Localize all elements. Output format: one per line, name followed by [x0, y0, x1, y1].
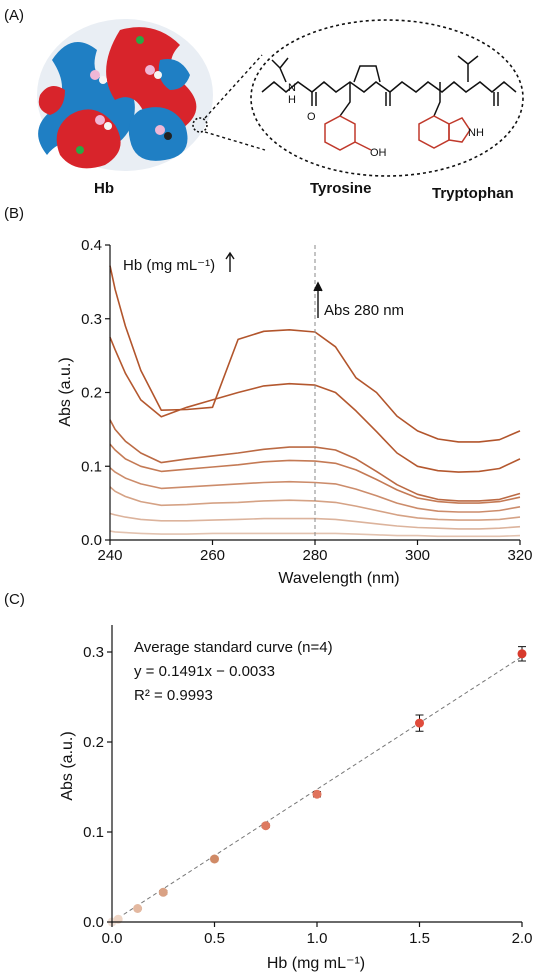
absorbance-spectra-chart: 240 260 280 300 320 0.0 0.1 0.2 0.3 0.4 Waveleng… [57, 237, 533, 587]
equation-line-1: Average standard curve (n=4) [134, 639, 333, 656]
data-point-5 [210, 854, 219, 864]
residue-label-tyrosine: Tyrosine [310, 180, 371, 197]
chart-b-y-tick-label: 0.4 [81, 237, 102, 254]
protein-label-hb: Hb [94, 180, 114, 197]
atom-oh: OH [370, 147, 387, 159]
chart-c-x-tick-label: 0.5 [204, 930, 225, 947]
data-point-4 [158, 887, 168, 897]
fit-line [111, 656, 523, 923]
chart-b-y-ticks: 0.0 0.1 0.2 0.3 0.4 [81, 237, 110, 549]
trend-annotation: Hb (mg mL⁻¹) [123, 257, 215, 274]
atom-h: H [288, 94, 296, 106]
chart-b-y-tick-label: 0.1 [81, 458, 102, 475]
chart-c-x-ticks: 0.0 0.5 1.0 1.5 2.0 [102, 922, 533, 947]
chart-c-x-tick-label: 2.0 [512, 930, 533, 947]
chart-b-y-tick-label: 0.2 [81, 385, 102, 402]
panel-b-label: (B) [4, 205, 24, 222]
chart-b-x-axis-label: Wavelength (nm) [278, 570, 399, 587]
chart-b-x-ticks: 240 260 280 300 320 [97, 540, 533, 564]
chart-b-x-tick-label: 320 [507, 547, 532, 564]
chart-c-y-tick-label: 0.0 [83, 914, 104, 931]
data-point-7 [312, 789, 322, 799]
residue-label-tryptophan: Tryptophan [432, 185, 514, 202]
chart-b-y-axis-label: Abs (a.u.) [57, 357, 74, 426]
atom-n: N [288, 82, 296, 94]
atom-nh: NH [468, 127, 484, 139]
marker-annotation: Abs 280 nm [324, 302, 404, 319]
chart-c-y-tick-label: 0.3 [83, 644, 104, 661]
chart-b-x-tick-label: 280 [302, 547, 327, 564]
panel-a-label: (A) [4, 7, 24, 24]
chart-c-x-tick-label: 0.0 [102, 930, 123, 947]
chart-c-y-tick-label: 0.1 [83, 824, 104, 841]
peptide-structure [261, 55, 517, 117]
chart-c-x-axis-label: Hb (mg mL⁻¹) [267, 955, 365, 972]
chart-b-x-tick-label: 260 [200, 547, 225, 564]
data-point-9 [517, 649, 527, 659]
spectrum-line-5 [109, 467, 521, 513]
hemoglobin-ribbon-illustration [37, 19, 213, 171]
atom-o: O [307, 111, 316, 123]
equation-line-2: y = 0.1491x − 0.0033 [134, 663, 275, 680]
standard-points-group [107, 646, 527, 927]
equation-line-3: R² = 0.9993 [134, 687, 213, 704]
tryptophan-ring [418, 115, 471, 149]
chart-b-x-tick-label: 300 [405, 547, 430, 564]
chart-b-x-tick-label: 240 [97, 547, 122, 564]
chart-c-x-tick-label: 1.0 [307, 930, 328, 947]
tyrosine-ring [324, 115, 372, 151]
chart-c-y-axis-label: Abs (a.u.) [59, 731, 76, 800]
chart-b-y-tick-label: 0.0 [81, 532, 102, 549]
chart-c-x-tick-label: 1.5 [409, 930, 430, 947]
spectrum-line-4 [109, 443, 521, 504]
panel-c-label: (C) [4, 591, 25, 608]
data-point-6 [261, 821, 271, 831]
marker-arrow-icon [313, 281, 323, 318]
data-point-3 [133, 904, 143, 913]
chart-c-y-tick-label: 0.2 [83, 734, 104, 751]
chart-c-y-ticks: 0.0 0.1 0.2 0.3 [83, 644, 112, 931]
standard-curve-chart: 0.0 0.5 1.0 1.5 2.0 0.0 0.1 0.2 0.3 Hb (mg mL⁻¹… [59, 625, 532, 972]
chart-b-y-tick-label: 0.3 [81, 311, 102, 328]
spectrum-line-3 [109, 419, 521, 502]
trend-up-arrow-icon [225, 251, 235, 272]
data-point-8 [415, 718, 424, 728]
zoom-callout [204, 19, 524, 177]
